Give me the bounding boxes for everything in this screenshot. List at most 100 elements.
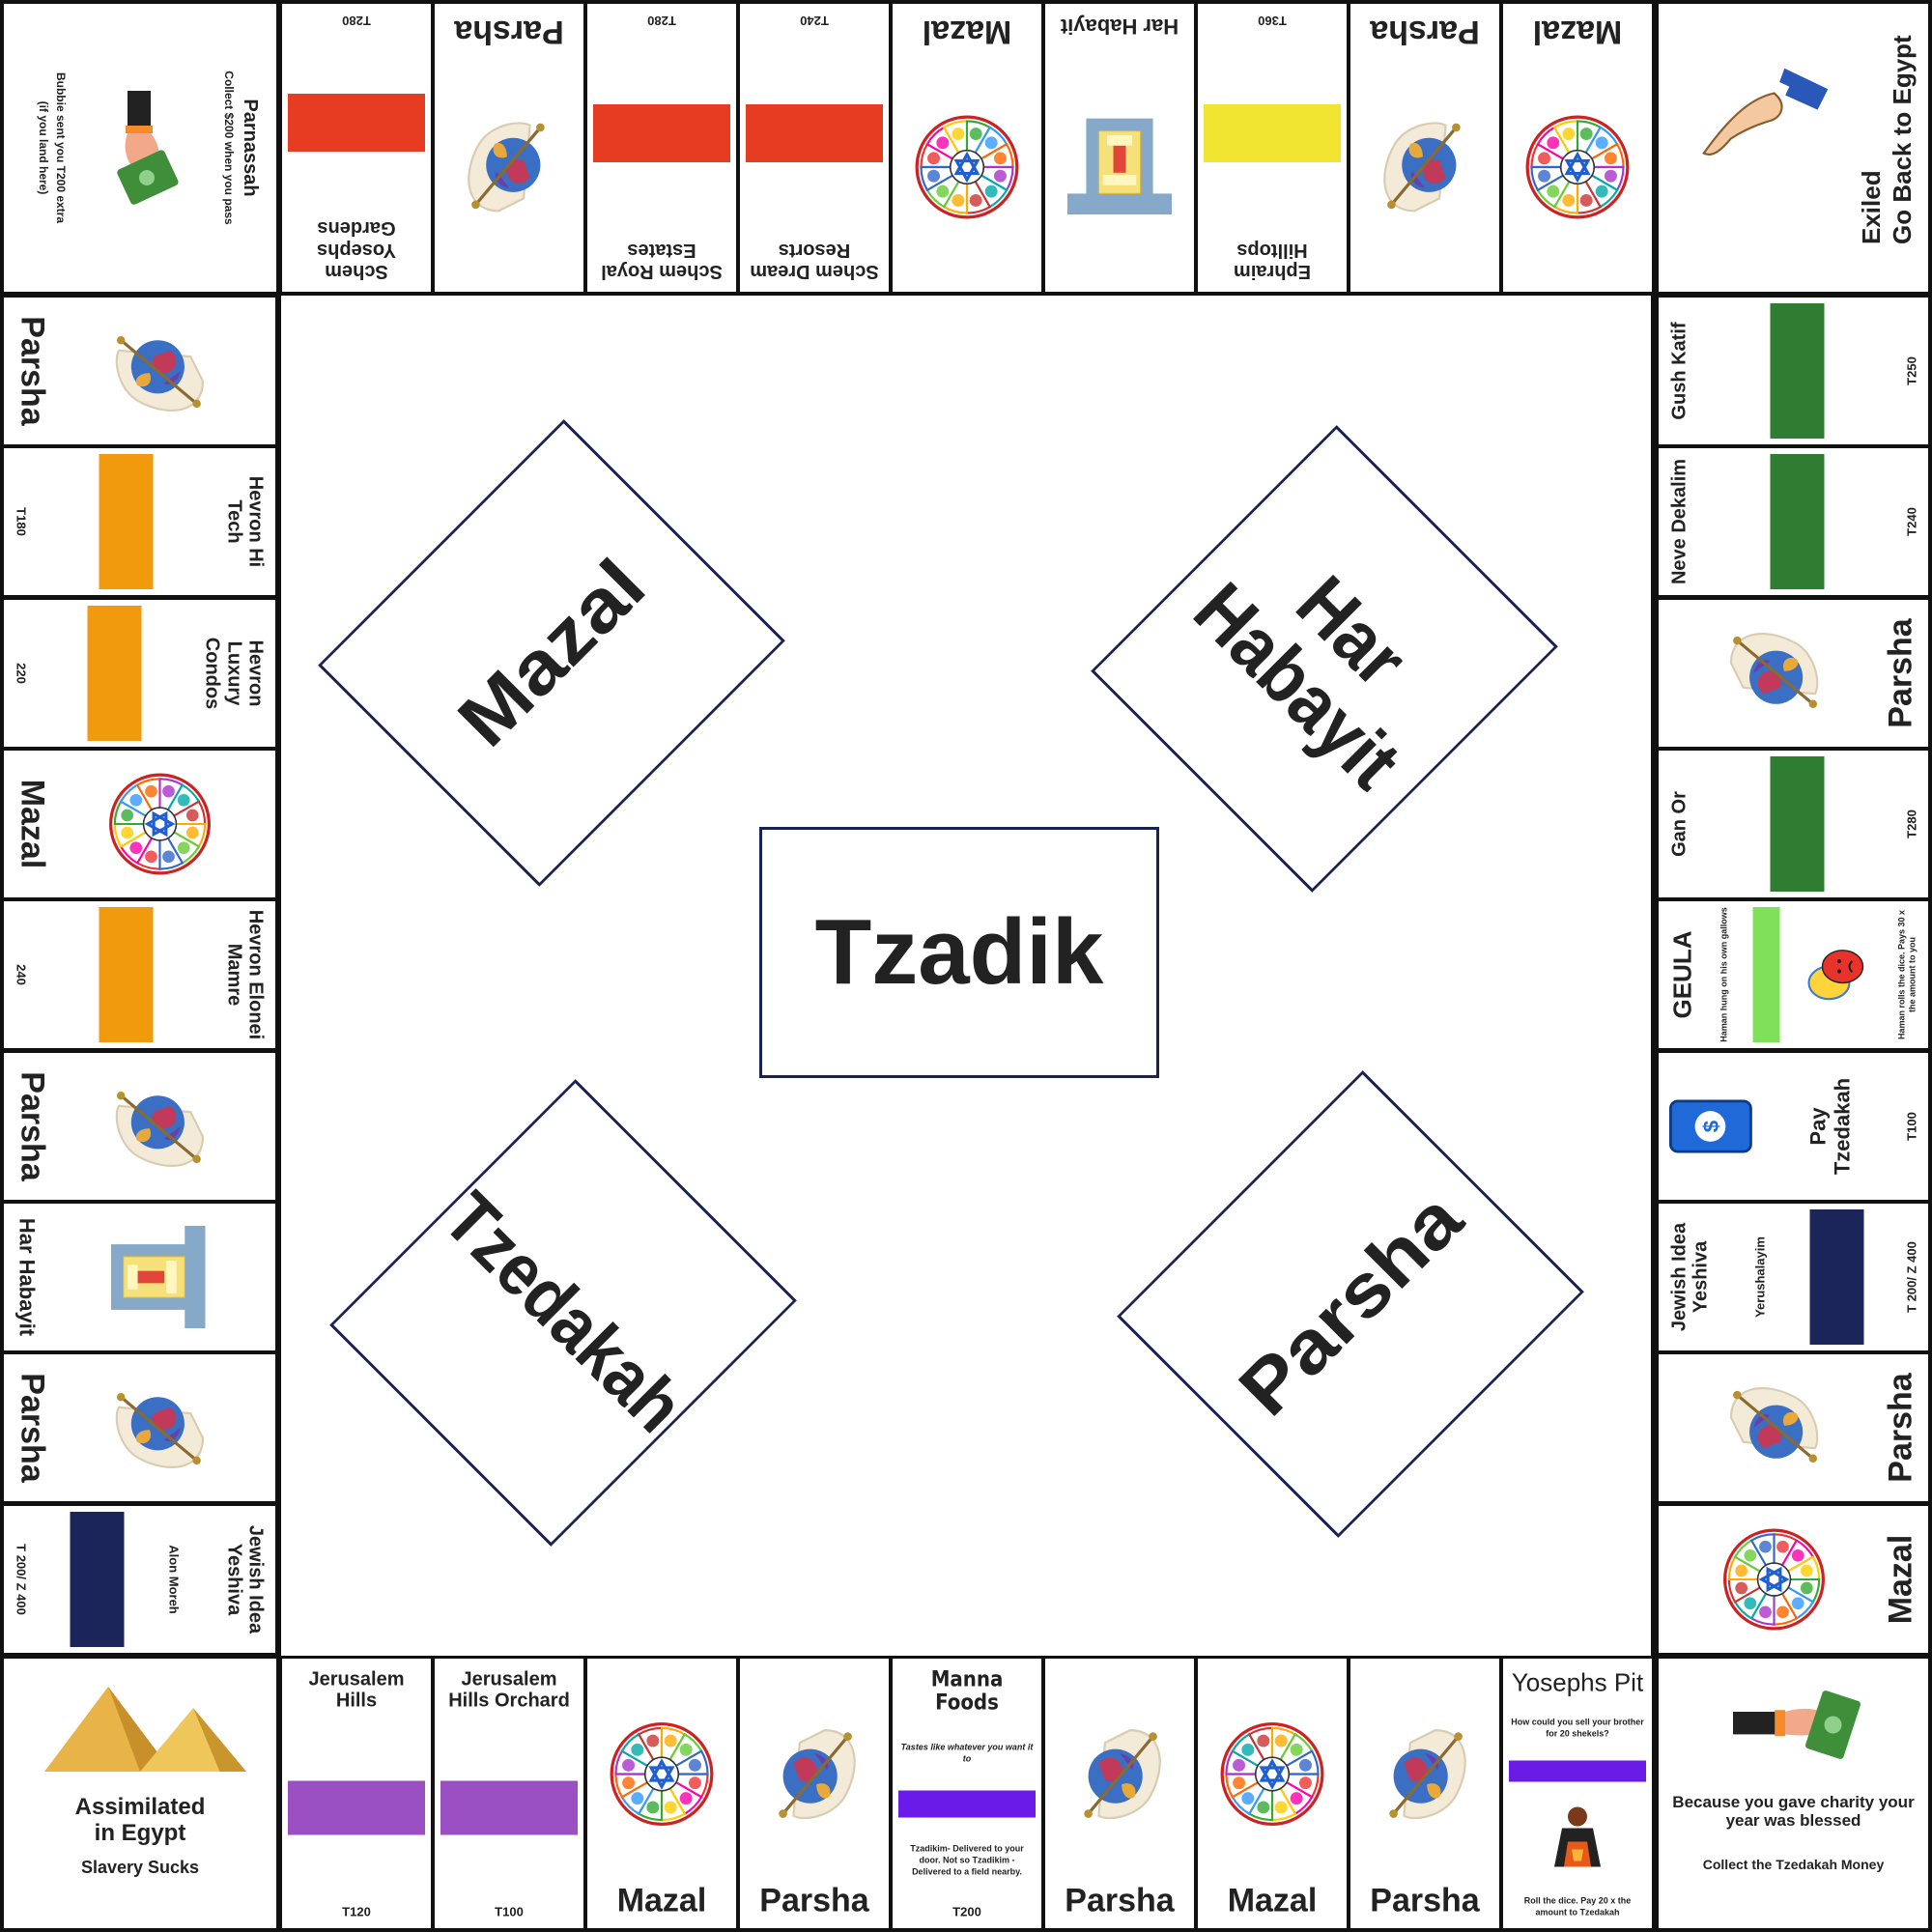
parsha-card-label: Parsha xyxy=(1223,1177,1478,1432)
color-band xyxy=(1770,756,1825,892)
space-jewish-idea-yeshiva[interactable]: Jewish Idea Yeshiva Alon Moreh T 200/ Z 40… xyxy=(4,1506,275,1653)
space-har-habayit[interactable]: Har Habayit xyxy=(4,1204,275,1350)
space-content: Neve Dekalim T240 xyxy=(1659,448,1928,595)
color-band xyxy=(98,454,153,589)
space-label: Parsha xyxy=(13,1373,50,1483)
property-name: Jerusalem Hills Orchard xyxy=(448,1668,570,1712)
corner-line2: Collect $200 when you pass xyxy=(222,71,236,225)
space-content: Hevron Elonei Mamre 240 xyxy=(4,901,275,1048)
space-content: Jewish Idea Yeshiva Alon Moreh T 200/ Z 40… xyxy=(4,1506,275,1653)
pit-title: Yosephs Pit xyxy=(1511,1667,1644,1696)
space-mazal[interactable]: Mazal xyxy=(1659,1506,1928,1653)
space-schem-royal-estates[interactable]: Schem Royal Estates T280 xyxy=(587,4,736,292)
space-label: Parsha xyxy=(1065,1882,1175,1919)
color-band xyxy=(1509,1760,1646,1782)
corner-title: Exiled xyxy=(1856,170,1886,244)
space-content: Ephraim Hilltops T360 xyxy=(1198,4,1347,292)
space-mazal[interactable]: Mazal xyxy=(4,751,275,897)
har-habayit-card-pile[interactable]: Har Habayit xyxy=(1091,425,1558,893)
torah-scroll-globe-icon xyxy=(457,110,561,219)
space-hevron-hi-tech[interactable]: Hevron Hi Tech T180 xyxy=(4,448,275,595)
torah-scroll-globe-icon xyxy=(1373,110,1477,219)
space-parsha[interactable]: Parsha xyxy=(1045,1659,1194,1928)
space-content: Parsha xyxy=(1045,1659,1194,1928)
space-mazal[interactable]: Mazal xyxy=(893,4,1041,292)
space-content: Hevron Luxury Condos 220 xyxy=(4,600,275,747)
corner-assimilated-in-egypt[interactable]: Assimilated in Egypt Slavery Sucks xyxy=(4,1659,276,1928)
joseph-figure-icon xyxy=(1548,1803,1606,1875)
mazal-wheel-icon xyxy=(610,1721,714,1831)
space-mazal[interactable]: Mazal xyxy=(1503,4,1652,292)
tax-price: T100 xyxy=(1903,1112,1918,1141)
corner-line2: Go Back to Egypt xyxy=(1887,35,1917,244)
space-content: Parsha xyxy=(435,4,583,292)
space-jerusalem-hills[interactable]: Jerusalem Hills T120 xyxy=(282,1659,431,1928)
property-name: Jewish Idea Yeshiva xyxy=(222,1524,266,1634)
space-content: Parsha xyxy=(1350,4,1499,292)
tzedakah-card-pile[interactable]: Tzedakah xyxy=(329,1079,797,1547)
property-price: T280 xyxy=(1903,810,1918,838)
space-parsha[interactable]: Parsha xyxy=(740,1659,889,1928)
space-yosephs-pit[interactable]: Yosephs Pit How could you sell your broth… xyxy=(1503,1659,1652,1928)
property-price: T240 xyxy=(800,14,829,28)
space-schem-dream-resorts[interactable]: Schem Dream Resorts T240 xyxy=(740,4,889,292)
space-label: Parsha xyxy=(13,316,50,426)
space-jewish-idea-yeshiva[interactable]: Jewish Idea Yeshiva Yerushalayim T 200/ Z … xyxy=(1659,1204,1928,1350)
space-parsha[interactable]: Parsha xyxy=(1350,1659,1499,1928)
corner-charity-blessed[interactable]: Because you gave charity your year was b… xyxy=(1659,1659,1928,1928)
property-price: T360 xyxy=(1258,14,1287,28)
space-jerusalem-hills-orchard[interactable]: Jerusalem Hills Orchard T100 xyxy=(435,1659,583,1928)
space-hevron-luxury-condos[interactable]: Hevron Luxury Condos 220 xyxy=(4,600,275,747)
space-content: Har Habayit xyxy=(4,1204,275,1350)
space-parsha[interactable]: Parsha xyxy=(1659,600,1928,747)
space-parsha[interactable]: Parsha xyxy=(4,298,275,444)
space-mazal[interactable]: Mazal xyxy=(1198,1659,1347,1928)
mazal-wheel-icon xyxy=(1525,110,1630,219)
space-geula[interactable]: GEULA Haman hung on his own gallows Haman… xyxy=(1659,901,1928,1048)
tzedakah-card-label: Tzedakah xyxy=(428,1177,699,1448)
space-pay-tzedakah[interactable]: $ Pay Tzedakah T100 xyxy=(1659,1053,1928,1200)
space-ephraim-hilltops[interactable]: Ephraim Hilltops T360 xyxy=(1198,4,1347,292)
torah-scroll-globe-icon xyxy=(762,1721,867,1831)
har-habayit-card-label: Har Habayit xyxy=(1178,559,1424,806)
color-band xyxy=(288,93,425,152)
property-name: Schem Dream Resorts xyxy=(750,239,879,282)
pointing-hand-icon xyxy=(1693,58,1838,177)
color-band xyxy=(1751,907,1779,1042)
space-hevron-elonei-mamre[interactable]: Hevron Elonei Mamre 240 xyxy=(4,901,275,1048)
pyramids-icon xyxy=(34,1676,246,1787)
space-parsha[interactable]: Parsha xyxy=(1350,4,1499,292)
space-parsha[interactable]: Parsha xyxy=(1659,1354,1928,1501)
property-subtitle: Yerushalayim xyxy=(1752,1236,1768,1318)
property-price: T180 xyxy=(14,507,28,536)
space-mazal[interactable]: Mazal xyxy=(587,1659,736,1928)
space-content: Jerusalem Hills Orchard T100 xyxy=(435,1659,583,1928)
space-gan-or[interactable]: Gan Or T280 xyxy=(1659,751,1928,897)
parsha-card-pile[interactable]: Parsha xyxy=(1117,1070,1584,1538)
corner-parnassah[interactable]: Parnassah Collect $200 when you pass Bub… xyxy=(4,4,276,292)
manna-description: Tzadikim- Delivered to your door. Not so… xyxy=(910,1843,1024,1877)
space-gush-katif[interactable]: Gush Katif T250 xyxy=(1659,298,1928,444)
corner-line3: Bubbie sent you T200 extra xyxy=(54,71,68,224)
property-name: Gan Or xyxy=(1668,791,1690,857)
space-parsha[interactable]: Parsha xyxy=(435,4,583,292)
space-parsha[interactable]: Parsha xyxy=(4,1053,275,1200)
space-manna-foods[interactable]: Manna Foods Tastes like whatever you want… xyxy=(893,1659,1041,1928)
space-content: Mazal xyxy=(4,751,275,897)
torah-scroll-globe-icon xyxy=(1067,1721,1172,1831)
space-content: Parsha xyxy=(1659,1354,1928,1501)
mazal-wheel-icon xyxy=(1722,1528,1830,1631)
theater-masks-icon xyxy=(1802,941,1874,1009)
space-parsha[interactable]: Parsha xyxy=(4,1354,275,1501)
space-har-habayit[interactable]: Har Habayit xyxy=(1045,4,1194,292)
property-name: Neve Dekalim xyxy=(1668,458,1690,585)
mazal-wheel-icon xyxy=(915,110,1019,219)
mazal-card-pile[interactable]: Mazal xyxy=(318,419,785,887)
space-schem-yosephs-gardens[interactable]: Schem Yosephs Gardens T280 xyxy=(282,4,431,292)
corner-title: Because you gave charity your year was b… xyxy=(1672,1793,1915,1831)
torah-scroll-globe-icon xyxy=(103,1075,211,1178)
corner-exiled[interactable]: Exiled Go Back to Egypt MISS A TURN xyxy=(1659,4,1928,292)
space-neve-dekalim[interactable]: Neve Dekalim T240 xyxy=(1659,448,1928,595)
space-content: Parsha xyxy=(4,1354,275,1501)
